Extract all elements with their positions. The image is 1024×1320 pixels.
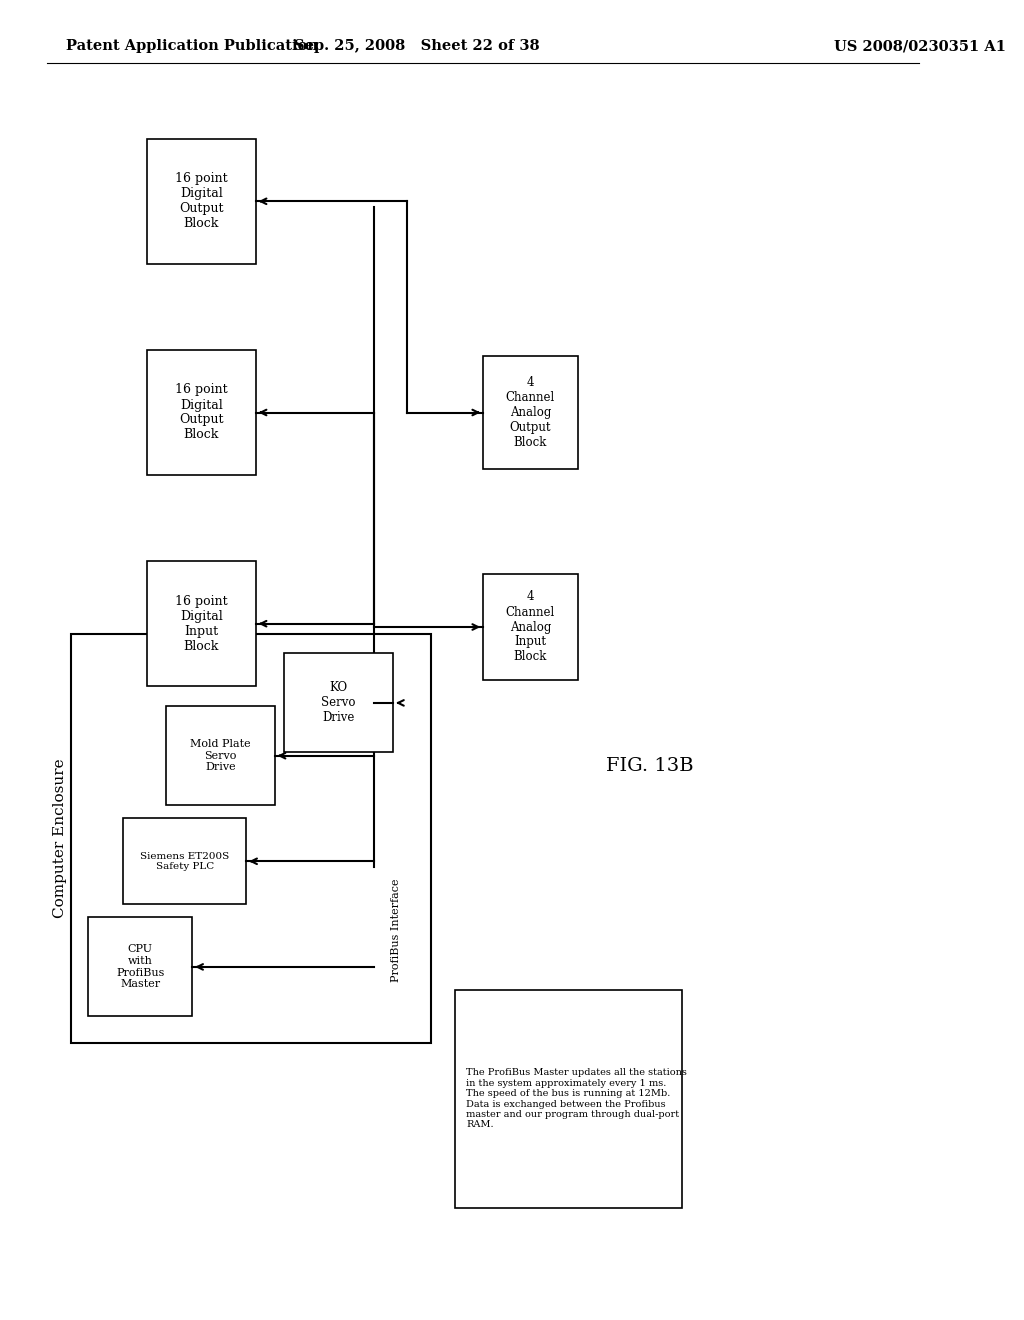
Text: 4
Channel
Analog
Input
Block: 4 Channel Analog Input Block	[506, 590, 555, 664]
Bar	[123, 818, 247, 904]
Bar	[166, 706, 274, 805]
Bar	[146, 561, 256, 686]
Text: 16 point
Digital
Output
Block: 16 point Digital Output Block	[175, 384, 227, 441]
Bar	[88, 917, 193, 1016]
Text: FIG. 13B: FIG. 13B	[606, 756, 694, 775]
Bar	[483, 356, 578, 469]
Text: 16 point
Digital
Output
Block: 16 point Digital Output Block	[175, 173, 227, 230]
Text: The ProfiBus Master updates all the stations
in the system approximately every 1: The ProfiBus Master updates all the stat…	[466, 1068, 687, 1130]
Bar	[71, 634, 431, 1043]
Text: 16 point
Digital
Input
Block: 16 point Digital Input Block	[175, 595, 227, 652]
Bar	[483, 574, 578, 680]
Text: Sep. 25, 2008   Sheet 22 of 38: Sep. 25, 2008 Sheet 22 of 38	[294, 40, 540, 53]
Text: 4
Channel
Analog
Output
Block: 4 Channel Analog Output Block	[506, 376, 555, 449]
Text: CPU
with
ProfiBus
Master: CPU with ProfiBus Master	[116, 945, 165, 989]
Text: KO
Servo
Drive: KO Servo Drive	[322, 681, 356, 725]
Bar	[455, 990, 682, 1208]
Bar	[146, 139, 256, 264]
Text: Mold Plate
Servo
Drive: Mold Plate Servo Drive	[189, 739, 251, 772]
Bar	[285, 653, 393, 752]
Text: US 2008/0230351 A1: US 2008/0230351 A1	[834, 40, 1006, 53]
Bar	[146, 350, 256, 475]
Text: ProfiBus Interface: ProfiBus Interface	[391, 879, 401, 982]
Text: Patent Application Publication: Patent Application Publication	[67, 40, 318, 53]
Text: Siemens ET200S
Safety PLC: Siemens ET200S Safety PLC	[140, 851, 229, 871]
Text: Computer Enclosure: Computer Enclosure	[52, 759, 67, 917]
